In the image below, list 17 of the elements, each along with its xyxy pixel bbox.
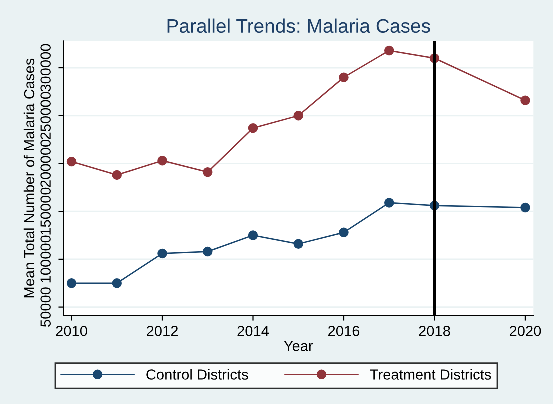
y-tick-label: 150000 [40,188,51,235]
chart-title: Parallel Trends: Malaria Cases [168,18,430,34]
x-tick-label: 2014 [238,326,270,336]
x-tick-label: 2016 [328,326,360,336]
x-tick-label: 2012 [147,326,178,336]
x-tick-label: 2010 [56,326,88,336]
y-tick-label: 200000 [40,140,51,188]
y-tick-label: 300000 [40,44,51,92]
x-tick-label: 2020 [510,326,542,336]
legend-label: Control Districts [146,369,248,380]
y-tick-label: 100000 [40,236,51,283]
legend-label: Treatment Districts [370,369,492,380]
y-tick-label: 50000 [40,288,51,328]
y-axis-title: Mean Total Number of Malaria Cases [24,58,35,298]
x-tick-label: 2018 [419,326,450,336]
x-axis-title: Year [284,341,314,352]
y-tick-label: 250000 [40,92,51,140]
